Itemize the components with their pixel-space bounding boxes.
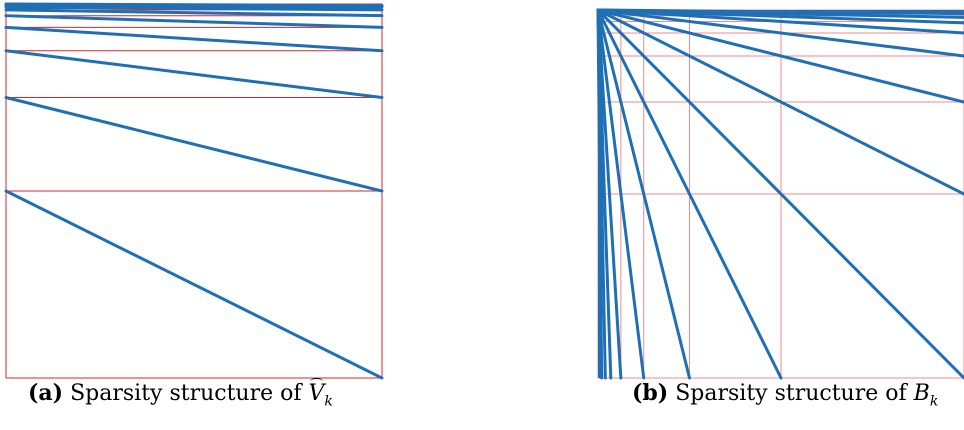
caption-b-subscript: k bbox=[929, 393, 939, 410]
nonzero-diagonal bbox=[4, 25, 384, 53]
caption-a-label: (a) bbox=[28, 380, 64, 406]
caption-a-text: Sparsity structure of bbox=[70, 381, 302, 406]
nonzero-ray bbox=[596, 8, 964, 104]
nonzero-dense-band bbox=[6, 4, 382, 9]
nonzero-dense-top bbox=[598, 10, 964, 14]
nonzero-dense-left bbox=[598, 10, 602, 378]
sparsity-plot-vhat bbox=[0, 0, 390, 430]
caption-b-text: Sparsity structure of bbox=[675, 381, 907, 406]
nonzero-diagonal bbox=[4, 96, 384, 193]
caption-a-subscript: k bbox=[324, 393, 333, 410]
caption-b-label: (b) bbox=[632, 380, 669, 406]
nonzero-ray bbox=[596, 8, 964, 58]
nonzero-diagonal bbox=[4, 189, 384, 380]
nonzero-diagonal bbox=[4, 49, 384, 99]
nonzero-ray bbox=[596, 8, 964, 380]
nonzero-ray bbox=[596, 8, 691, 380]
caption-b-symbol: B bbox=[913, 381, 930, 406]
nonzero-diagonal bbox=[4, 8, 384, 18]
sparsity-plot-b bbox=[590, 0, 964, 430]
caption-a: (a) Sparsity structure of Vk bbox=[28, 378, 333, 410]
nonzero-diagonal bbox=[4, 14, 384, 29]
nonzero-ray bbox=[596, 8, 783, 380]
nonzero-ray bbox=[596, 8, 646, 380]
caption-a-symbol: V bbox=[308, 378, 325, 406]
sparsity-vhat-canvas bbox=[4, 2, 384, 380]
caption-b: (b) Sparsity structure of Bk bbox=[632, 380, 938, 409]
nonzero-ray bbox=[596, 8, 964, 196]
sparsity-b-canvas bbox=[596, 8, 964, 380]
